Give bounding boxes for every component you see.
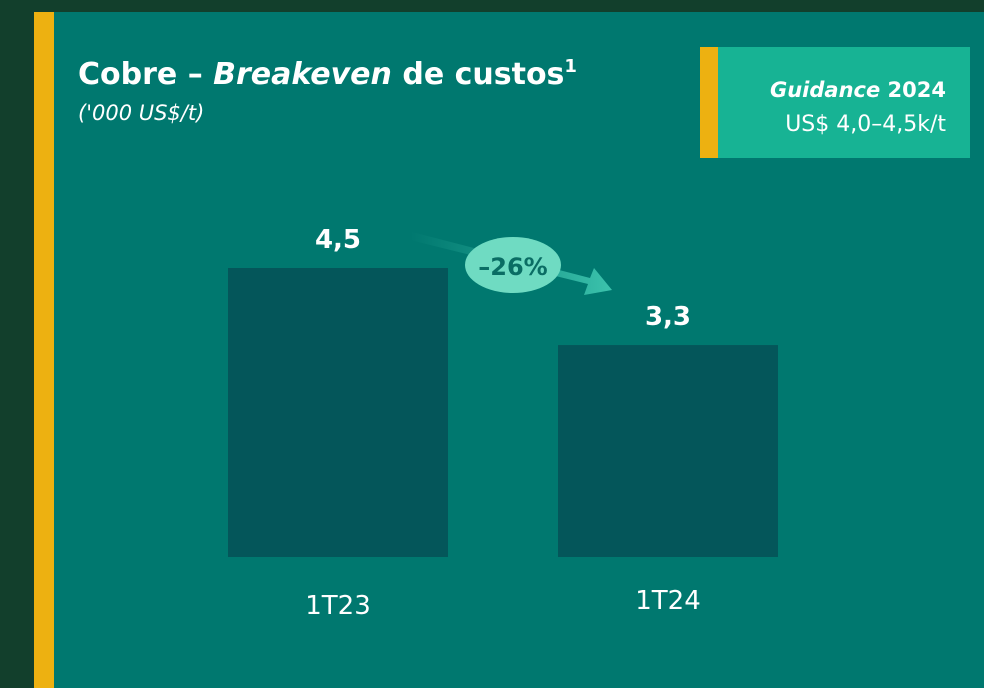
x-tick-label: 1T23 [305,591,371,621]
chart-title: Cobre – Breakeven de custos1 [78,56,577,92]
bar [558,345,778,557]
guidance-accent [700,47,718,158]
change-label: –26% [478,253,547,281]
guidance-range: US$ 4,0–4,5k/t [785,112,946,137]
change-badge [465,237,561,293]
accent-bar [34,12,54,688]
guidance-box [700,47,970,158]
value-label: 3,3 [645,302,691,332]
bar [228,268,448,557]
value-label: 4,5 [315,225,361,255]
subtitle: ('000 US$/t) [78,101,204,125]
x-tick-label: 1T24 [635,586,701,616]
guidance-title: Guidance 2024 [770,78,946,102]
